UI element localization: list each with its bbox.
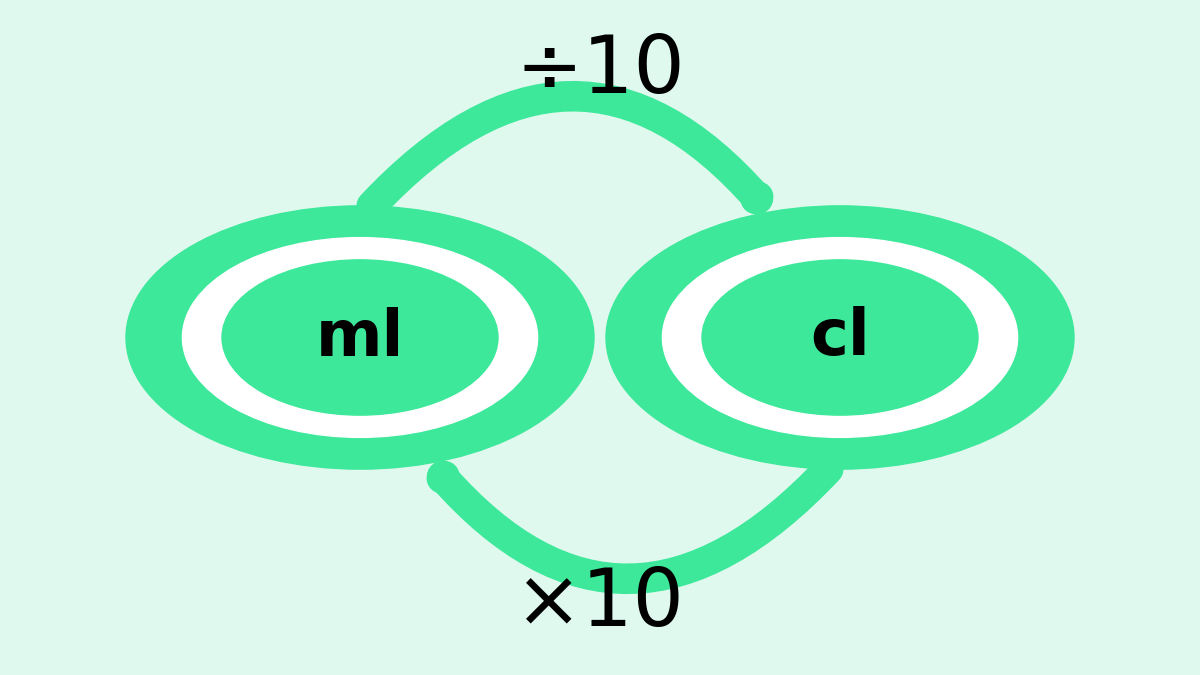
Text: ×10: ×10 — [515, 565, 685, 643]
Circle shape — [606, 206, 1074, 469]
Text: ml: ml — [316, 306, 404, 369]
Circle shape — [182, 238, 538, 437]
Text: ÷10: ÷10 — [515, 32, 685, 110]
Circle shape — [222, 260, 498, 415]
Circle shape — [662, 238, 1018, 437]
Circle shape — [702, 260, 978, 415]
Circle shape — [126, 206, 594, 469]
Text: cl: cl — [810, 306, 870, 369]
